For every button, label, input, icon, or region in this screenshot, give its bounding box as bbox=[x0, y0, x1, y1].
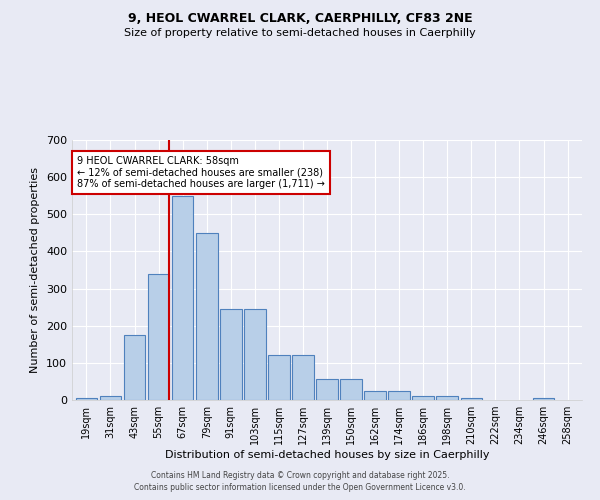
Bar bbox=[196, 233, 218, 400]
Text: Contains HM Land Registry data © Crown copyright and database right 2025.: Contains HM Land Registry data © Crown c… bbox=[151, 471, 449, 480]
Bar bbox=[124, 335, 145, 400]
Bar bbox=[292, 356, 314, 400]
Bar bbox=[340, 379, 362, 400]
Bar bbox=[316, 379, 338, 400]
Bar bbox=[220, 309, 242, 400]
Text: Size of property relative to semi-detached houses in Caerphilly: Size of property relative to semi-detach… bbox=[124, 28, 476, 38]
Bar bbox=[412, 396, 434, 400]
Bar bbox=[533, 398, 554, 400]
Bar bbox=[100, 396, 121, 400]
Bar bbox=[388, 390, 410, 400]
Y-axis label: Number of semi-detached properties: Number of semi-detached properties bbox=[31, 167, 40, 373]
Text: Contains public sector information licensed under the Open Government Licence v3: Contains public sector information licen… bbox=[134, 484, 466, 492]
Text: 9 HEOL CWARREL CLARK: 58sqm
← 12% of semi-detached houses are smaller (238)
87% : 9 HEOL CWARREL CLARK: 58sqm ← 12% of sem… bbox=[77, 156, 325, 189]
Bar bbox=[76, 398, 97, 400]
Bar bbox=[461, 398, 482, 400]
Bar bbox=[148, 274, 169, 400]
Bar bbox=[172, 196, 193, 400]
Bar bbox=[364, 390, 386, 400]
Bar bbox=[436, 396, 458, 400]
Bar bbox=[268, 356, 290, 400]
X-axis label: Distribution of semi-detached houses by size in Caerphilly: Distribution of semi-detached houses by … bbox=[165, 450, 489, 460]
Text: 9, HEOL CWARREL CLARK, CAERPHILLY, CF83 2NE: 9, HEOL CWARREL CLARK, CAERPHILLY, CF83 … bbox=[128, 12, 472, 26]
Bar bbox=[244, 309, 266, 400]
